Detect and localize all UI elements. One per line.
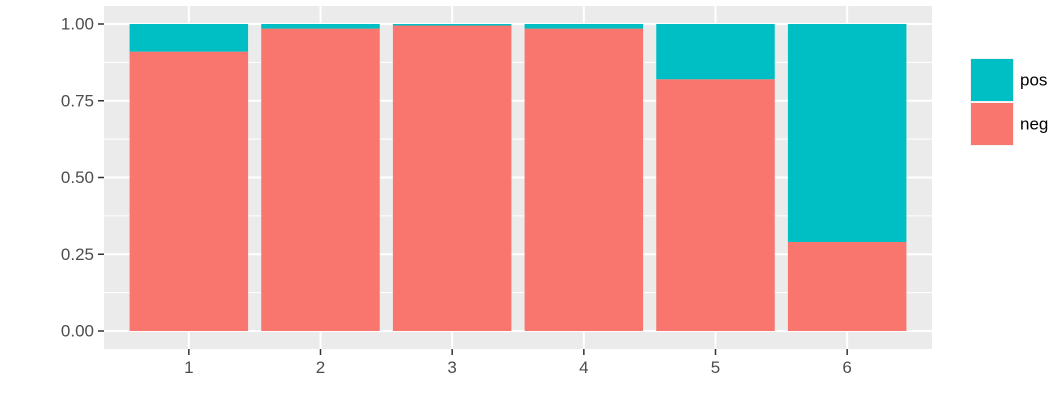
y-tick-label: 0.50 bbox=[61, 168, 94, 187]
y-tick-label: 0.75 bbox=[61, 91, 94, 110]
bar-neg-3 bbox=[392, 25, 512, 331]
y-tick-label: 0.25 bbox=[61, 245, 94, 264]
legend-swatch-pos bbox=[971, 59, 1013, 101]
y-axis: 0.00 0.25 0.50 0.75 1.00 bbox=[61, 15, 104, 341]
legend-swatch-neg bbox=[971, 103, 1013, 145]
x-axis: 1 2 3 4 5 6 bbox=[184, 349, 852, 377]
bar-pos-3 bbox=[392, 24, 512, 26]
x-tick-label: 5 bbox=[711, 358, 720, 377]
bar-neg-5 bbox=[656, 79, 775, 331]
bar-neg-1 bbox=[129, 51, 249, 331]
x-tick-label: 6 bbox=[842, 358, 851, 377]
bars bbox=[129, 24, 907, 331]
bar-pos-4 bbox=[524, 24, 644, 29]
x-tick-label: 4 bbox=[579, 358, 588, 377]
bar-neg-4 bbox=[524, 28, 644, 331]
bar-neg-6 bbox=[787, 241, 907, 331]
bar-pos-5 bbox=[656, 24, 775, 80]
y-tick-label: 1.00 bbox=[61, 15, 94, 34]
bar-neg-2 bbox=[261, 28, 380, 331]
bar-pos-2 bbox=[261, 24, 380, 29]
legend-label-neg: neg bbox=[1020, 115, 1048, 134]
x-tick-label: 1 bbox=[184, 358, 193, 377]
y-tick-label: 0.00 bbox=[61, 322, 94, 341]
bar-pos-6 bbox=[787, 24, 907, 242]
bar-pos-1 bbox=[129, 24, 249, 52]
x-tick-label: 2 bbox=[316, 358, 325, 377]
legend-label-pos: pos bbox=[1020, 71, 1047, 90]
legend: pos neg bbox=[970, 58, 1048, 146]
x-tick-label: 3 bbox=[447, 358, 456, 377]
